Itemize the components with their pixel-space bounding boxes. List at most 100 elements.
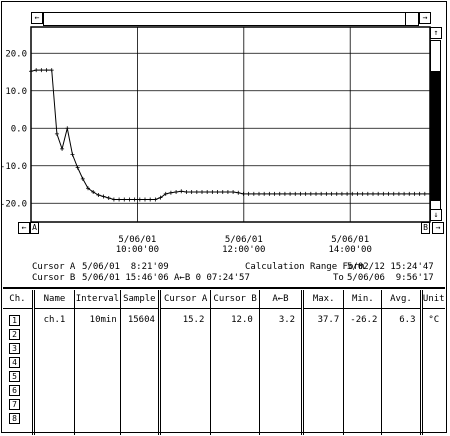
data-point	[236, 190, 241, 195]
data-point	[319, 191, 324, 196]
x-tick-date: 5/06/01	[118, 235, 156, 245]
data-point	[308, 191, 313, 196]
data-point	[386, 191, 391, 196]
data-point	[293, 191, 298, 196]
data-point	[402, 191, 407, 196]
data-point	[355, 191, 360, 196]
data-point	[314, 191, 318, 196]
down-arrow-icon: ↓	[433, 210, 439, 219]
cursor-left-button[interactable]: ←	[18, 222, 30, 234]
vertical-scrollbar[interactable]	[430, 40, 441, 220]
data-point	[417, 191, 422, 196]
cell-max: 37.7	[301, 308, 344, 435]
channel-button[interactable]: 2	[9, 329, 20, 340]
data-point	[86, 186, 90, 191]
data-point	[246, 191, 251, 196]
data-point	[106, 196, 111, 200]
scrollbar-thumb[interactable]	[405, 13, 406, 25]
data-point	[34, 68, 39, 73]
x-tick-time: 12:00'00	[222, 245, 265, 255]
data-point	[215, 190, 220, 194]
scroll-left-button[interactable]: ←	[31, 12, 43, 24]
data-point	[168, 190, 173, 195]
y-tick-label: 10.0	[5, 87, 27, 97]
data-point	[117, 197, 122, 202]
cell-avg: 6.3	[381, 308, 422, 435]
range-form-value: 5/02/12 15:24'47	[347, 262, 434, 272]
x-tick-time: 14:00'00	[329, 245, 372, 255]
cell-unit: °C	[419, 308, 445, 435]
scroll-up-button[interactable]: ↑	[430, 27, 442, 39]
col-cursor-b: Cursor B	[210, 290, 260, 309]
vertical-scrollbar-thumb[interactable]	[431, 71, 440, 201]
data-point	[324, 191, 329, 196]
scroll-right-button[interactable]: →	[419, 12, 431, 24]
data-point	[303, 191, 308, 196]
col-unit: Unit	[419, 290, 445, 309]
channel-list: 1 2 3 4 5 6 7 8	[3, 309, 33, 436]
channel-button[interactable]: 8	[9, 413, 20, 424]
data-point	[298, 191, 303, 196]
series-line	[30, 69, 430, 200]
data-point	[153, 197, 158, 202]
channel-button[interactable]: 4	[9, 357, 20, 368]
cursor-b-marker[interactable]: B	[421, 222, 430, 234]
data-point	[163, 191, 168, 196]
horizontal-scrollbar-top[interactable]	[43, 12, 419, 26]
data-point	[127, 197, 132, 202]
data-point	[80, 176, 85, 181]
data-point	[365, 191, 370, 196]
data-point	[360, 191, 365, 196]
x-tick-time: 10:00'00	[116, 245, 159, 255]
col-ch: Ch.	[3, 290, 34, 309]
data-point	[91, 190, 96, 194]
x-tick-date: 5/06/01	[331, 235, 369, 245]
cell-cursor-b: 12.0	[210, 308, 260, 435]
cursor-diff: A←B 0 07:24'57	[174, 273, 250, 283]
right-arrow-icon: →	[435, 223, 441, 232]
divider	[3, 287, 445, 289]
data-point	[132, 197, 137, 202]
data-point	[272, 191, 277, 196]
cell-name: ch.1	[31, 308, 75, 435]
col-cursor-a: Cursor A	[157, 290, 211, 309]
channel-button[interactable]: 1	[9, 315, 20, 326]
range-form-label: Calculation Range Form	[245, 262, 365, 272]
data-point	[158, 195, 163, 200]
channel-button[interactable]: 3	[9, 343, 20, 354]
cursor-a-marker[interactable]: A	[30, 222, 39, 234]
channel-button[interactable]: 6	[9, 385, 20, 396]
cell-sample: 15604	[119, 308, 160, 435]
x-tick-date: 5/06/01	[225, 235, 263, 245]
cursor-b-value: 5/06/01 15:46'06	[82, 273, 169, 283]
channel-table: Ch. Name Interval Sample Cursor A Cursor…	[3, 290, 445, 435]
data-point	[174, 190, 179, 194]
left-arrow-icon: ←	[34, 13, 40, 22]
cursor-a-label: Cursor A	[32, 262, 76, 272]
data-point	[391, 191, 396, 196]
data-point	[376, 191, 381, 196]
range-to-label: To	[333, 273, 344, 283]
range-to-value: 5/06/06 9:56'17	[347, 273, 434, 283]
data-point	[231, 190, 236, 194]
data-point	[184, 190, 189, 194]
scroll-down-button[interactable]: ↓	[430, 209, 442, 221]
col-min: Min.	[343, 290, 382, 309]
cell-cursor-a: 15.2	[157, 308, 211, 435]
channel-button[interactable]: 7	[9, 399, 20, 410]
channel-button[interactable]: 5	[9, 371, 20, 382]
data-point	[29, 69, 33, 74]
data-point	[345, 191, 350, 196]
cell-min: -26.2	[343, 308, 382, 435]
data-point	[75, 165, 80, 170]
data-point	[422, 191, 427, 196]
y-tick-label: 20.0	[5, 49, 27, 59]
data-point	[200, 190, 204, 194]
data-point	[137, 197, 142, 202]
data-point	[329, 191, 334, 196]
data-point	[220, 190, 225, 194]
cursor-right-button[interactable]: →	[432, 222, 444, 234]
y-tick-label: -20.0	[0, 199, 27, 209]
data-point	[54, 131, 59, 136]
data-point	[288, 191, 293, 196]
